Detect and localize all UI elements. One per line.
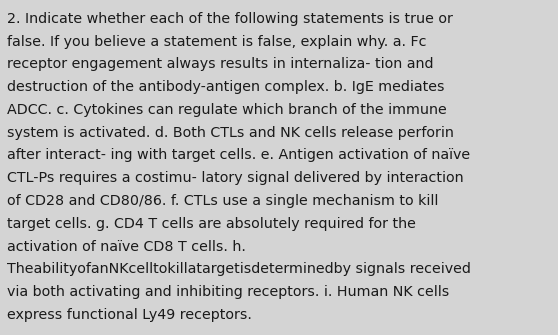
Text: TheabilityofanNKcelltokillatargetisdeterminedby signals received: TheabilityofanNKcelltokillatargetisdeter… bbox=[7, 262, 471, 276]
Text: target cells. g. CD4 T cells are absolutely required for the: target cells. g. CD4 T cells are absolut… bbox=[7, 217, 416, 231]
Text: activation of naïve CD8 T cells. h.: activation of naïve CD8 T cells. h. bbox=[7, 240, 246, 254]
Text: false. If you believe a statement is false, explain why. a. Fc: false. If you believe a statement is fal… bbox=[7, 35, 427, 49]
Text: via both activating and inhibiting receptors. i. Human NK cells: via both activating and inhibiting recep… bbox=[7, 285, 450, 299]
Text: ADCC. c. Cytokines can regulate which branch of the immune: ADCC. c. Cytokines can regulate which br… bbox=[7, 103, 447, 117]
Text: 2. Indicate whether each of the following statements is true or: 2. Indicate whether each of the followin… bbox=[7, 12, 453, 26]
Text: system is activated. d. Both CTLs and NK cells release perforin: system is activated. d. Both CTLs and NK… bbox=[7, 126, 454, 140]
Text: destruction of the antibody-antigen complex. b. IgE mediates: destruction of the antibody-antigen comp… bbox=[7, 80, 445, 94]
Text: express functional Ly49 receptors.: express functional Ly49 receptors. bbox=[7, 308, 252, 322]
Text: after interact- ing with target cells. e. Antigen activation of naïve: after interact- ing with target cells. e… bbox=[7, 148, 470, 162]
Text: receptor engagement always results in internaliza- tion and: receptor engagement always results in in… bbox=[7, 57, 434, 71]
Text: CTL-Ps requires a costimu- latory signal delivered by interaction: CTL-Ps requires a costimu- latory signal… bbox=[7, 171, 464, 185]
Text: of CD28 and CD80/86. f. CTLs use a single mechanism to kill: of CD28 and CD80/86. f. CTLs use a singl… bbox=[7, 194, 439, 208]
